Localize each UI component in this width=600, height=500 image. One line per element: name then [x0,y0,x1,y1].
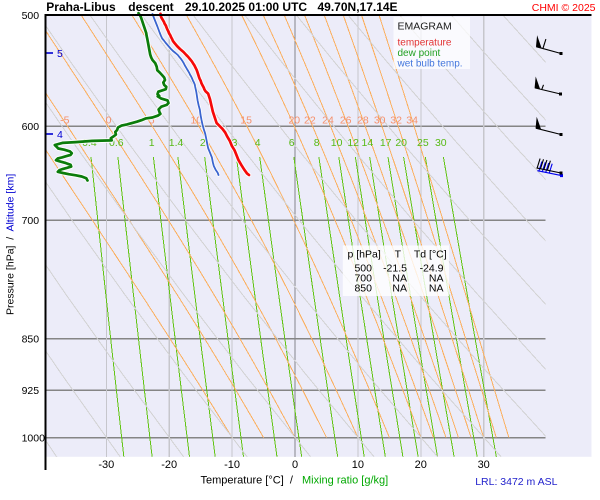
svg-text:-20: -20 [161,459,177,471]
svg-text:Td [°C]: Td [°C] [414,249,447,261]
svg-text:925: 925 [22,385,40,397]
svg-text:500: 500 [354,263,372,275]
svg-text:temperature: temperature [398,37,452,48]
svg-text:700: 700 [22,215,40,227]
svg-text:32: 32 [390,114,402,126]
svg-text:26: 26 [340,114,352,126]
svg-text:LRL: 3472 m ASL: LRL: 3472 m ASL [475,476,557,488]
svg-text:-5: -5 [60,114,69,126]
svg-text:10: 10 [190,114,202,126]
svg-text:1000: 1000 [22,432,46,444]
svg-text:EMAGRAM: EMAGRAM [398,21,452,33]
svg-text:10: 10 [331,137,343,149]
svg-text:25: 25 [417,137,429,149]
svg-text:Mixing ratio [g/kg]: Mixing ratio [g/kg] [302,475,388,487]
svg-text:1.4: 1.4 [169,137,184,149]
svg-text:4: 4 [255,137,261,149]
svg-text:10: 10 [352,459,364,471]
svg-text:NA: NA [429,273,444,285]
svg-text:30: 30 [478,459,490,471]
svg-text:0: 0 [106,114,112,126]
svg-text:T: T [395,249,402,261]
svg-text:17: 17 [380,137,392,149]
svg-text:3: 3 [232,137,238,149]
svg-text:700: 700 [354,273,372,285]
svg-text:850: 850 [354,282,372,294]
svg-text:34: 34 [406,114,418,126]
svg-text:30: 30 [374,114,386,126]
svg-text:49.70N,17.14E: 49.70N,17.14E [318,0,398,14]
svg-text:20: 20 [395,137,407,149]
svg-text:NA: NA [429,282,444,294]
svg-text:600: 600 [22,121,40,133]
svg-text:24: 24 [322,114,334,126]
svg-text:5: 5 [149,114,155,126]
svg-text:28: 28 [357,114,369,126]
svg-text:15: 15 [240,114,252,126]
svg-text:Temperature [°C] /: Temperature [°C] / [201,475,294,487]
svg-text:Pressure [hPa] / Altitude [k: Pressure [hPa] / Altitude [km] [5,174,17,315]
svg-text:wet bulb temp.: wet bulb temp. [397,58,463,69]
svg-text:NA: NA [392,273,407,285]
svg-text:0: 0 [292,459,298,471]
svg-text:850: 850 [22,333,40,345]
svg-text:p [hPa]: p [hPa] [348,249,381,261]
svg-text:-30: -30 [98,459,114,471]
svg-text:30: 30 [435,137,447,149]
svg-text:2: 2 [200,137,206,149]
svg-text:12: 12 [347,137,359,149]
svg-text:20: 20 [415,459,427,471]
svg-text:500: 500 [22,10,40,22]
svg-text:descent: descent [128,0,173,14]
svg-text:dew point: dew point [398,48,441,59]
svg-text:5: 5 [57,48,63,60]
svg-text:22: 22 [304,114,316,126]
svg-text:8: 8 [314,137,320,149]
svg-text:20: 20 [288,114,300,126]
svg-text:Praha-Libus: Praha-Libus [46,0,116,14]
svg-text:4: 4 [57,129,63,141]
svg-text:CHMI © 2025: CHMI © 2025 [532,2,596,14]
svg-text:1: 1 [149,137,155,149]
svg-text:14: 14 [362,137,374,149]
svg-text:6: 6 [289,137,295,149]
svg-text:29.10.2025 01:00 UTC: 29.10.2025 01:00 UTC [185,0,307,14]
svg-text:-24.9: -24.9 [420,263,444,275]
svg-text:NA: NA [392,282,407,294]
svg-text:-21.5: -21.5 [383,263,407,275]
svg-text:-10: -10 [224,459,240,471]
